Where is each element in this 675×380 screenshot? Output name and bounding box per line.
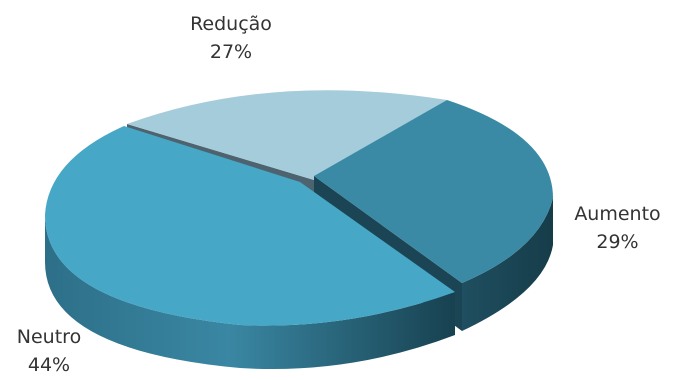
pie-slice-reducao-top <box>127 90 447 180</box>
label-reducao: Redução 27% <box>176 10 286 66</box>
label-neutro-name: Neutro <box>16 326 82 348</box>
label-aumento: Aumento 29% <box>560 200 675 256</box>
label-reducao-value: 27% <box>209 41 253 63</box>
label-neutro: Neutro 44% <box>0 323 98 379</box>
pie-slice-neutro-top <box>45 126 455 326</box>
pie-slice-neutro-side <box>45 215 455 370</box>
label-aumento-value: 29% <box>596 231 639 253</box>
pie-slice-aumento-top <box>314 100 553 283</box>
label-reducao-name: Redução <box>190 13 272 35</box>
label-neutro-value: 44% <box>27 354 71 376</box>
pie-slice-neutro <box>45 126 455 370</box>
pie-slice-aumento-side <box>462 198 553 331</box>
label-aumento-name: Aumento <box>574 203 661 225</box>
